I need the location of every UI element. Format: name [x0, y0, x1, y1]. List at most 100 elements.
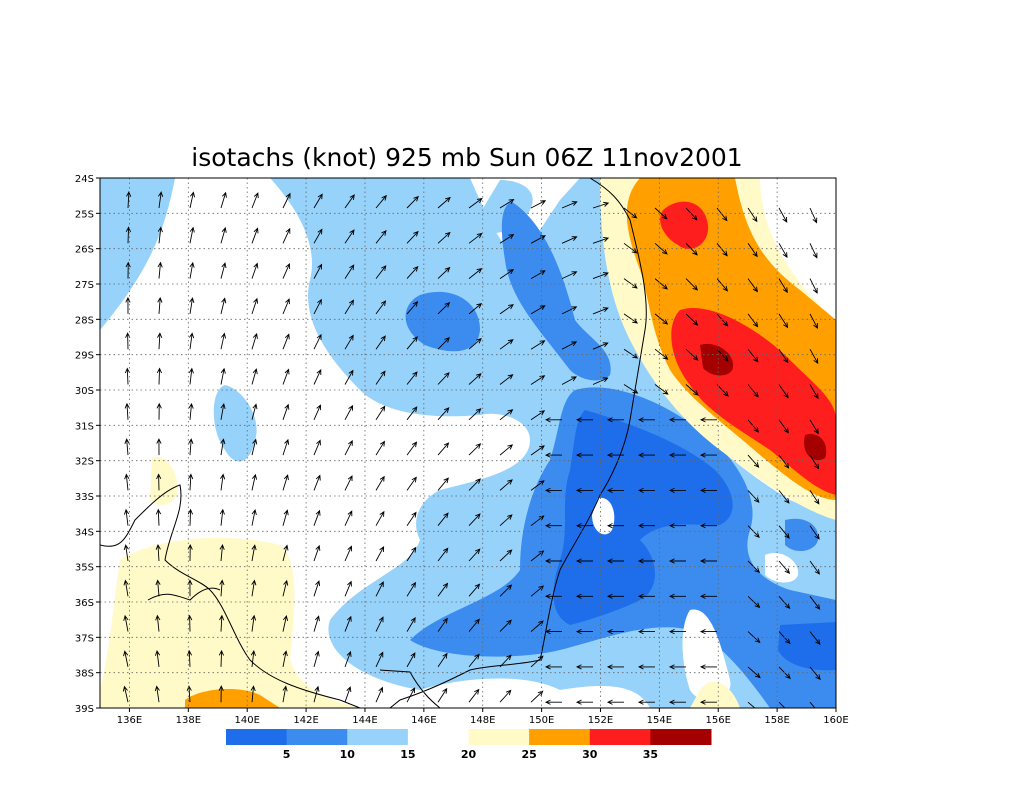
- wind-arrow: [220, 332, 227, 350]
- wind-arrow: [809, 631, 821, 645]
- wind-arrow: [123, 614, 129, 632]
- wind-arrow: [716, 207, 728, 222]
- wind-arrow: [623, 242, 638, 254]
- wind-arrow: [747, 313, 759, 328]
- plot-frame: [99, 177, 837, 709]
- wind-arrow: [699, 558, 717, 564]
- wind-arrow: [544, 593, 562, 599]
- wind-arrow: [809, 243, 818, 259]
- wind-arrow: [809, 419, 819, 435]
- y-tick-label: 34S: [75, 527, 94, 538]
- wind-arrow: [313, 615, 320, 632]
- y-tick-label: 37S: [75, 633, 94, 644]
- wind-arrow: [155, 614, 161, 632]
- wind-arrow: [499, 199, 515, 209]
- wind-arrow: [123, 579, 129, 597]
- wind-arrow: [406, 652, 416, 668]
- wind-arrow: [344, 229, 355, 244]
- colorbar-label: 35: [643, 748, 658, 761]
- wind-arrow: [344, 404, 354, 421]
- colorbar-swatch: [589, 729, 651, 745]
- wind-arrow: [344, 299, 354, 315]
- wind-arrow: [344, 686, 352, 703]
- x-tick-label: 152E: [588, 715, 613, 726]
- colorbar: 5 10 15 20 25 30 35: [226, 729, 712, 761]
- wind-arrow: [251, 438, 258, 456]
- wind-arrow: [778, 384, 789, 399]
- wind-arrow: [606, 523, 624, 529]
- wind-arrow: [716, 313, 729, 327]
- wind-arrow: [406, 265, 419, 279]
- wind-arrow: [437, 687, 448, 703]
- isotach-fills: [100, 178, 836, 708]
- wind-arrow: [251, 332, 258, 350]
- wind-arrow: [575, 593, 593, 599]
- wind-arrow: [156, 473, 162, 491]
- colorbar-label: 20: [461, 748, 477, 761]
- wind-arrow: [809, 384, 819, 400]
- wind-arrow: [530, 480, 545, 491]
- wind-arrow: [313, 298, 322, 315]
- wind-arrow: [668, 452, 686, 458]
- wind-arrow: [375, 546, 385, 562]
- wind-arrow: [468, 443, 482, 456]
- wind-arrow: [282, 298, 290, 315]
- colorbar-swatch: [407, 729, 469, 745]
- wind-arrow: [251, 227, 259, 244]
- wind-arrow: [250, 649, 256, 667]
- y-tick-label: 38S: [75, 669, 94, 680]
- wind-arrow: [282, 544, 289, 562]
- wind-arrow: [406, 441, 418, 456]
- wind-arrow: [699, 452, 717, 458]
- wind-arrow: [685, 348, 699, 361]
- wind-arrow: [157, 332, 163, 350]
- wind-arrow: [219, 579, 225, 597]
- wind-arrow: [375, 370, 386, 385]
- wind-arrow: [282, 227, 291, 244]
- x-tick-label: 158E: [764, 715, 789, 726]
- wind-arrow: [637, 664, 655, 670]
- colorbar-label: 5: [283, 748, 291, 761]
- wind-arrow: [437, 477, 449, 491]
- wind-arrow: [155, 508, 162, 526]
- wind-arrow: [468, 373, 482, 385]
- wind-arrow: [406, 511, 417, 526]
- wind-arrow: [699, 664, 717, 670]
- wind-arrow: [186, 649, 193, 667]
- wind-arrow: [218, 649, 224, 667]
- wind-arrow: [468, 653, 480, 668]
- wind-arrow: [468, 548, 481, 562]
- wind-arrow: [158, 191, 164, 209]
- colorbar-swatch: [286, 729, 348, 745]
- wind-arrow: [251, 614, 257, 632]
- wind-arrow: [809, 666, 821, 681]
- wind-arrow: [313, 228, 323, 244]
- wind-arrow: [344, 580, 352, 597]
- wind-arrow: [125, 261, 131, 279]
- wind-arrow: [251, 508, 257, 526]
- wind-arrow: [778, 419, 789, 434]
- wind-arrow: [530, 690, 544, 703]
- wind-arrow: [344, 510, 353, 526]
- wind-arrow: [468, 583, 481, 597]
- wind-arrow: [592, 342, 609, 350]
- colorbar-label: 15: [400, 748, 415, 761]
- wind-arrow: [219, 544, 225, 562]
- y-tick-label: 33S: [75, 492, 94, 503]
- y-tick-label: 26S: [75, 245, 94, 256]
- y-tick-label: 31S: [75, 421, 94, 432]
- wind-arrow: [530, 445, 545, 456]
- wind-arrow: [437, 372, 450, 385]
- wind-arrow: [575, 558, 593, 564]
- wind-arrow: [313, 509, 321, 526]
- wind-arrow: [282, 685, 288, 703]
- wind-arrow: [468, 513, 481, 527]
- wind-arrow: [685, 278, 699, 291]
- colorbar-swatch: [226, 729, 288, 745]
- wind-arrow: [778, 454, 790, 469]
- wind-arrow: [778, 243, 788, 259]
- wind-arrow: [592, 272, 609, 280]
- wind-arrow: [699, 523, 717, 529]
- wind-arrow: [809, 596, 821, 610]
